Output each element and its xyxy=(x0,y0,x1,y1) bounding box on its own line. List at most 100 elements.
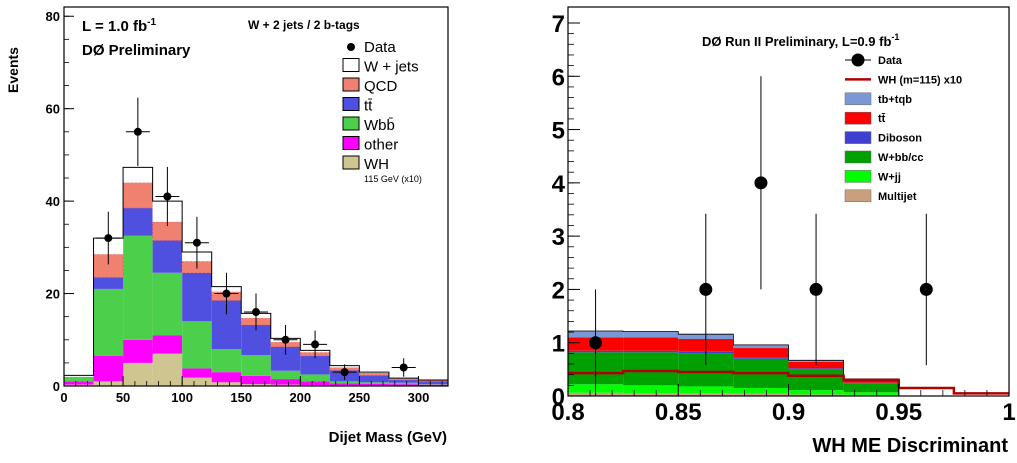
right-data-point xyxy=(754,176,768,190)
left-legend-swatch-tt xyxy=(342,97,360,111)
left-bar-wbb xyxy=(64,376,94,382)
left-x-tick-label: 0 xyxy=(60,390,67,405)
left-plot-frame xyxy=(63,6,449,387)
left-x-tick-label: 50 xyxy=(116,390,130,405)
right-data-point xyxy=(589,336,603,350)
left-legend-swatch-other xyxy=(342,136,360,150)
left-preliminary-label: DØ Preliminary xyxy=(82,42,191,59)
left-bar-qcd xyxy=(152,221,183,241)
left-data-point xyxy=(281,335,290,344)
right-x-tick-label: 0.95 xyxy=(875,399,922,426)
left-bar-wh xyxy=(241,384,271,386)
right-legend-label-tt: tt̄ xyxy=(878,113,886,125)
left-bar-wh xyxy=(123,362,153,386)
left-legend-label-wbb: Wbb̄ xyxy=(364,117,395,134)
left-stack-bars xyxy=(64,167,449,386)
right-bar-w-jj xyxy=(843,392,899,395)
left-total-outline xyxy=(63,166,448,386)
right-y-tick-label: 6 xyxy=(552,64,565,91)
left-bar-wbb xyxy=(270,370,301,380)
right-bar-diboson xyxy=(843,382,899,384)
right-bar-tt xyxy=(733,348,789,358)
left-bar-wh xyxy=(152,353,183,386)
left-bar-other xyxy=(329,383,360,386)
left-bar-other xyxy=(270,379,301,385)
right-bar-multijet xyxy=(678,393,734,396)
right-bar-w-jj xyxy=(678,386,734,394)
left-data-points xyxy=(96,97,416,380)
right-bar-w-bb-cc xyxy=(788,369,844,391)
left-y-axis-label: Events xyxy=(5,47,21,93)
left-legend-swatch-w-jets xyxy=(342,58,360,72)
left-legend-swatch-wbb xyxy=(342,116,360,131)
right-x-tick-label: 0.9 xyxy=(772,399,805,426)
left-bar-wbb xyxy=(152,272,183,336)
left-x-axis-label: Dijet Mass (GeV) xyxy=(329,429,447,446)
left-selection-label: W + 2 jets / 2 b-tags xyxy=(248,18,360,32)
right-legend-label-w-bb-cc: W+bb/cc xyxy=(878,152,924,164)
left-bar-w-jets xyxy=(64,375,94,377)
left-bar-wbb xyxy=(182,321,212,369)
right-bar-tt xyxy=(843,380,899,383)
left-y-tick-label: 80 xyxy=(46,9,60,24)
left-bar-wbb xyxy=(329,381,360,384)
left-bar-wbb xyxy=(388,382,419,385)
left-data-point xyxy=(192,238,201,247)
right-y-tick-label: 7 xyxy=(552,11,565,38)
right-bar-tb-tqb xyxy=(733,344,789,349)
left-bar-other xyxy=(418,384,448,386)
left-bar-wbb xyxy=(123,235,153,340)
left-legend-label-tt: tt̄ xyxy=(364,98,373,115)
right-bar-tb-tqb xyxy=(623,331,679,338)
left-bar-other xyxy=(241,375,271,385)
right-legend-swatch-w-bb-cc xyxy=(844,150,872,164)
right-bar-tt xyxy=(788,361,844,369)
right-bar-tt xyxy=(623,337,679,351)
right-legend-swatch-w-jj xyxy=(844,170,872,183)
left-legend-swatch-wh xyxy=(342,155,360,170)
left-y-tick-label: 60 xyxy=(46,102,60,117)
right-axis-ticks: 0.8 0.85 0.9 0.95 1 0 1 2 3 4 5 6 7 xyxy=(551,11,1015,426)
left-data-point xyxy=(133,127,142,136)
right-bar-multijet xyxy=(623,393,679,396)
right-bar-w-bb-cc xyxy=(623,352,679,386)
right-legend-swatch-tt xyxy=(844,111,872,125)
left-bar-qcd xyxy=(122,182,153,209)
left-lumi-annotation: L = 1.0 fb-1 xyxy=(82,17,157,35)
right-bar-w-jj xyxy=(623,385,679,394)
left-bar-qcd xyxy=(359,372,390,376)
right-bar-multijet xyxy=(788,394,844,396)
right-y-tick-label: 1 xyxy=(552,331,565,358)
left-bar-wbb xyxy=(359,382,389,384)
left-bar-other xyxy=(93,355,124,382)
left-chart: 0 50 100 150 200 250 300 0 20 40 60 80 Events Dijet… xyxy=(5,6,449,446)
right-y-tick-label: 4 xyxy=(552,171,566,198)
left-bar-wh xyxy=(211,382,242,386)
left-bar-other xyxy=(64,381,94,385)
right-legend-swatch-diboson xyxy=(844,131,872,144)
right-legend-data-marker xyxy=(851,53,865,67)
left-legend-wh-note: 115 GeV (x10) xyxy=(364,174,422,184)
right-legend-label-tb-tqb: tb+tqb xyxy=(878,94,912,106)
right-data-point xyxy=(809,282,823,296)
left-legend-data-marker xyxy=(347,43,355,51)
left-y-tick-label: 20 xyxy=(46,287,60,302)
right-y-tick-label: 2 xyxy=(552,277,565,304)
right-legend-label-w-jj: W+jj xyxy=(878,171,901,183)
left-bar-wh xyxy=(182,377,212,386)
left-data-point xyxy=(104,234,113,243)
right-legend-swatch-tb-tqb xyxy=(844,92,872,106)
right-x-tick-label: 1 xyxy=(1002,399,1015,426)
left-x-tick-label: 100 xyxy=(171,390,193,405)
left-bar-wh xyxy=(93,381,124,386)
left-legend-label-data: Data xyxy=(364,39,396,56)
right-data-point xyxy=(699,282,713,296)
right-legend-label-multijet: Multijet xyxy=(878,191,917,203)
left-bar-w-jets xyxy=(123,167,153,183)
right-bar-diboson xyxy=(788,368,844,370)
left-data-point xyxy=(311,340,320,349)
right-chart: 0.8 0.85 0.9 0.95 1 0 1 2 3 4 5 6 7 WH ME Discrimina… xyxy=(551,6,1016,457)
right-legend: Data WH (m=115) x10 tb+tqb tt̄ Diboson W+bb/c… xyxy=(844,53,962,203)
left-data-point xyxy=(222,289,231,298)
